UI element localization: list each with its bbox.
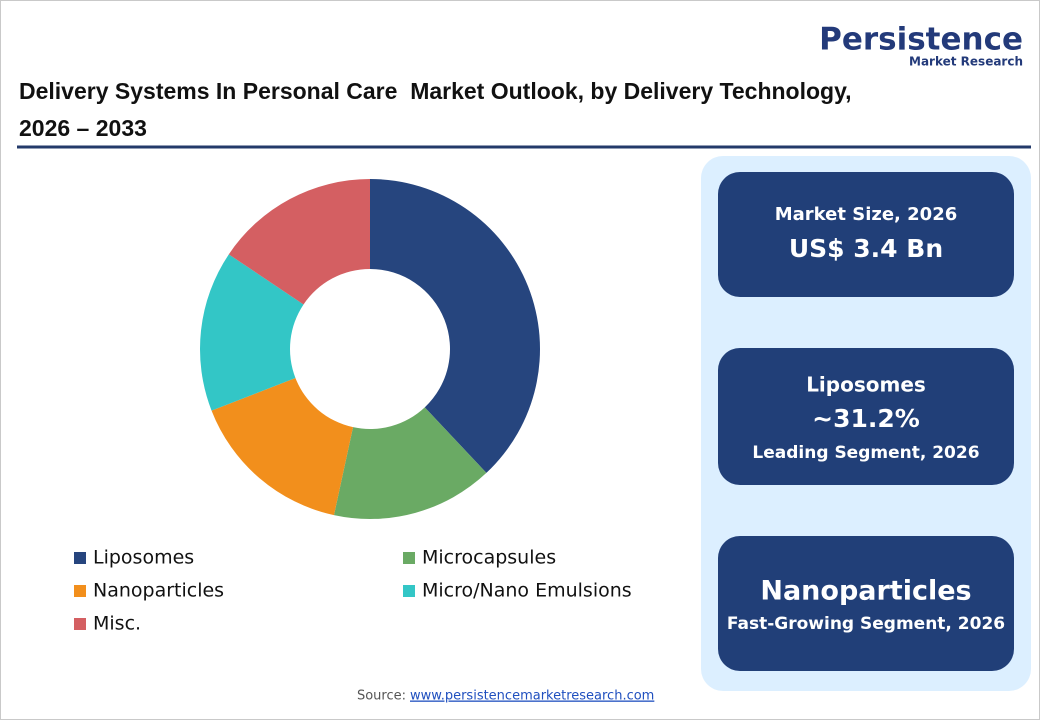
legend-swatch: [74, 552, 86, 564]
kpi-card: [718, 348, 1014, 485]
card-text: Market Size, 2026: [775, 204, 958, 225]
source-label: Source:: [357, 689, 406, 704]
legend-swatch: [74, 618, 86, 630]
source-link[interactable]: www.persistencemarketresearch.com: [410, 689, 654, 704]
legend-label: Microcapsules: [422, 547, 556, 569]
card-text: Liposomes: [806, 373, 926, 397]
legend-swatch: [403, 585, 415, 597]
slice: [333, 407, 487, 519]
card-text: Nanoparticles: [760, 576, 971, 607]
chart-title: Delivery Systems In Personal Care Market…: [19, 78, 858, 141]
logo-tagline: Market Research: [909, 55, 1023, 69]
legend-label: Nanoparticles: [93, 580, 224, 602]
card-text: ~31.2%: [812, 404, 920, 433]
card-text: Leading Segment, 2026: [752, 443, 979, 463]
kpi-card: [718, 172, 1014, 297]
legend-swatch: [74, 585, 86, 597]
slice: [200, 254, 304, 411]
legend-label: Micro/Nano Emulsions: [422, 580, 632, 602]
kpi-card: [718, 536, 1014, 671]
slice: [370, 179, 540, 473]
logo-name: Persistence: [819, 22, 1023, 58]
slice: [228, 179, 370, 305]
legend-label: Liposomes: [93, 547, 194, 569]
legend-swatch: [403, 552, 415, 564]
donut: [200, 179, 540, 519]
legend-label: Misc.: [93, 613, 141, 635]
slice: [211, 377, 354, 516]
card-text: Fast-Growing Segment, 2026: [727, 614, 1005, 634]
card-text: US$ 3.4 Bn: [789, 234, 943, 263]
